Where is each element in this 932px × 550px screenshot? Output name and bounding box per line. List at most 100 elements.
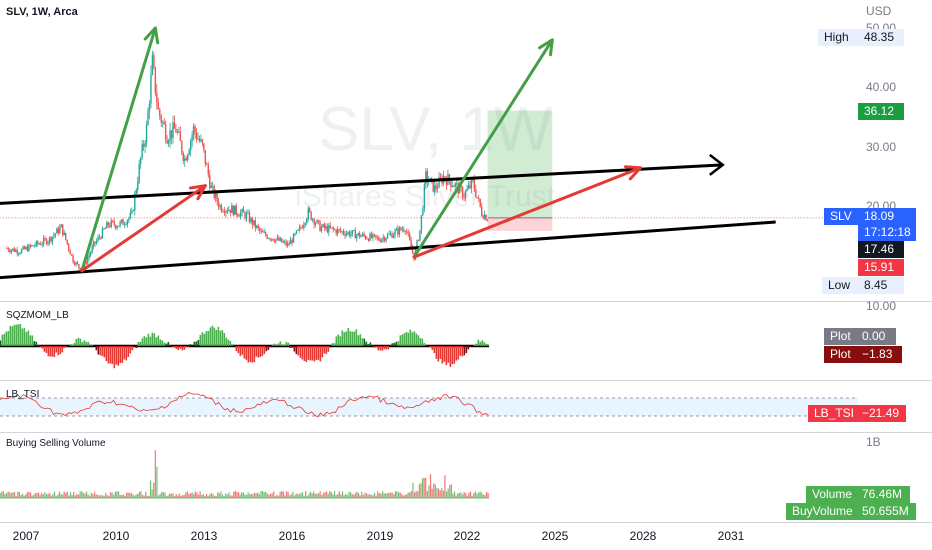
- volume-bar-251: [401, 494, 403, 498]
- pane-separator-3[interactable]: [0, 432, 932, 433]
- volume-bar-299: [477, 492, 480, 498]
- candle-body-61: [95, 240, 98, 244]
- candle-body-235: [351, 230, 354, 234]
- candle-body-285: [425, 171, 427, 185]
- sqz-bar-20: [39, 346, 42, 347]
- candle-body-221: [331, 227, 333, 229]
- sqz-bar-147: [293, 346, 296, 352]
- volume-bar-155: [247, 492, 249, 498]
- volume-bar-39: [61, 494, 64, 498]
- candle-body-283: [422, 208, 424, 215]
- candle-body-16: [29, 244, 32, 247]
- candle-body-245: [366, 238, 368, 240]
- volume-bar-221: [353, 494, 355, 498]
- chart-title[interactable]: SLV, 1W, Arca: [6, 6, 78, 18]
- volume-bar-63: [100, 494, 102, 498]
- sqz-bar-46: [91, 344, 94, 346]
- volume-bar-30: [47, 493, 49, 498]
- candle-body-301: [448, 174, 451, 182]
- candle-body-87: [134, 193, 136, 211]
- volume-bar-249: [397, 492, 400, 498]
- candle-body-91: [139, 157, 142, 165]
- forecast-arrowhead-2: [538, 38, 554, 57]
- volume-bar-93: [148, 495, 150, 498]
- candle-body-45: [72, 255, 74, 263]
- candle-body-122: [185, 158, 187, 161]
- tsi-title[interactable]: LB_TSI: [6, 389, 40, 400]
- sqz-bar-117: [233, 344, 236, 346]
- volume-bar-179: [285, 491, 288, 498]
- volume-bar-108: [172, 493, 174, 498]
- sqz-bar-22: [43, 346, 46, 352]
- volume-bar-222: [354, 493, 356, 498]
- volume-bar-252: [402, 495, 404, 498]
- sqz-bar-115: [229, 340, 232, 346]
- sqz-bar-107: [213, 327, 216, 346]
- volume-bar-253: [404, 494, 406, 498]
- sqz-bar-113: [225, 337, 228, 346]
- volume-bar-156: [249, 494, 251, 498]
- volume-bar-191: [305, 491, 307, 498]
- sqz-bar-163: [325, 346, 328, 354]
- sqz-bar-12: [23, 328, 26, 346]
- candle-body-243: [363, 233, 365, 236]
- candle-body-65: [101, 228, 104, 239]
- pane-separator-2[interactable]: [0, 380, 932, 381]
- volume-bar-84: [133, 495, 136, 498]
- sqz-bar-175: [349, 331, 352, 346]
- volume-bar-236: [377, 491, 379, 498]
- sqz-bar-151: [301, 346, 304, 360]
- volume-bar-146: [233, 491, 235, 498]
- sqz-bar-123: [245, 346, 248, 360]
- candle-body-135: [204, 149, 207, 165]
- sqzmom-title[interactable]: SQZMOM_LB: [6, 310, 69, 321]
- volume-bar-90: [143, 495, 145, 498]
- volume-bar-170: [271, 493, 273, 498]
- sqz-bar-106: [211, 325, 214, 346]
- volume-bar-69: [109, 492, 112, 498]
- forecast-arrowhead-1: [189, 184, 207, 201]
- volume-bar-168: [268, 494, 270, 498]
- candle-body-259: [386, 234, 389, 239]
- volume-bar-41: [65, 493, 67, 498]
- volume-bar-254: [405, 494, 408, 498]
- pane-separator-1[interactable]: [0, 301, 932, 302]
- candle-body-98: [150, 74, 152, 104]
- candle-body-303: [451, 185, 453, 187]
- volume-bar-78: [124, 495, 126, 498]
- volume-bar-29: [45, 494, 48, 498]
- sqz-bar-226: [451, 346, 454, 365]
- volume-bar-135: [215, 495, 217, 498]
- volume-bar-183: [292, 491, 294, 498]
- volume-bar-276: [441, 488, 443, 498]
- candle-body-24: [41, 243, 43, 245]
- volume-bar-142: [226, 494, 228, 498]
- candle-body-119: [181, 141, 183, 154]
- sqz-bar-222: [443, 346, 446, 362]
- candle-body-29: [48, 237, 51, 243]
- sqz-bar-188: [375, 346, 378, 348]
- sqz-bar-99: [197, 339, 200, 346]
- candle-body-308: [458, 184, 461, 194]
- candle-body-287: [428, 181, 430, 183]
- sqz-bar-90: [179, 346, 182, 349]
- candle-body-258: [385, 238, 387, 241]
- forecast-arrowhead-0: [143, 26, 160, 45]
- volume-bar-209: [333, 491, 336, 498]
- sqz-bar-156: [311, 346, 314, 361]
- volume-bar-214: [341, 491, 344, 498]
- candle-body-20: [35, 241, 37, 246]
- candle-body-298: [444, 176, 446, 180]
- volume-bar-190: [303, 495, 305, 498]
- volume-bar-44: [69, 492, 72, 498]
- sqz-bar-89: [177, 346, 180, 351]
- volume-bar-212: [338, 491, 340, 498]
- volume-bar-125: [199, 491, 201, 498]
- volume-bar-150: [239, 494, 241, 498]
- volume-title[interactable]: Buying Selling Volume: [6, 438, 106, 449]
- volume-bar-27: [42, 494, 44, 498]
- candle-body-316: [470, 179, 473, 189]
- volume-bar-265: [423, 477, 425, 498]
- sqz-bar-152: [303, 346, 306, 362]
